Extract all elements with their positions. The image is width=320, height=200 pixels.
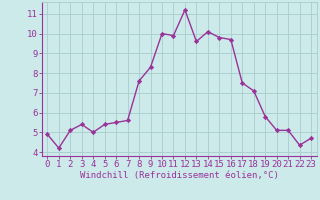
X-axis label: Windchill (Refroidissement éolien,°C): Windchill (Refroidissement éolien,°C): [80, 171, 279, 180]
